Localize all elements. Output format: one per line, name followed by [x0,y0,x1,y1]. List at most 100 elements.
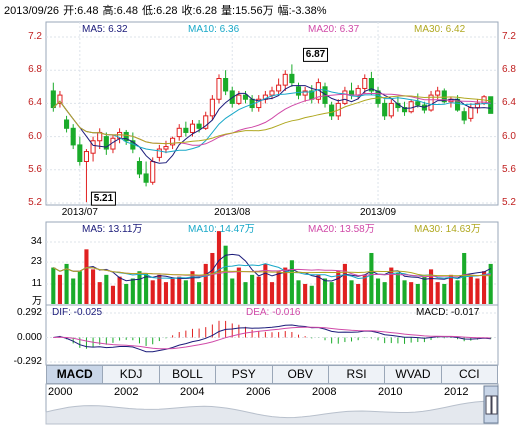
volume-bar [448,274,453,304]
price-y-tick-left: 6.4 [28,97,42,109]
tab-wvad[interactable]: WVAD [385,366,442,383]
range-handle-right[interactable] [491,395,498,415]
candle-body [216,78,222,100]
candle-body [362,78,368,89]
tab-obv[interactable]: OBV [273,366,329,383]
candle-body [196,123,202,129]
candle-body [408,101,414,113]
volume-unit-label: 万 [32,296,42,307]
price-y-tick-right: 7.2 [502,31,516,42]
candle-body [150,161,156,183]
volume-bar [336,271,341,304]
candle-body [156,148,162,158]
candle-body [170,137,176,146]
volume-bar [230,278,235,304]
candle-body [77,144,83,162]
volume-bar [475,278,480,304]
candle-body [329,104,335,117]
change-label: 幅: [277,5,292,17]
tab-cci[interactable]: CCI [458,367,480,381]
year-label: 2006 [246,386,271,398]
volume-bar [91,269,96,304]
volume-bar [57,274,62,304]
tab-psy[interactable]: PSY [216,366,273,383]
volume-bar [462,252,467,304]
candle-body [90,140,96,154]
volume-bar [409,282,414,304]
volume-bar [322,278,328,304]
year-label: 2012 [444,386,469,398]
tab-kdj[interactable]: KDJ [103,366,160,383]
candle-body [236,94,242,104]
price-y-tick-left: 7.2 [28,31,42,42]
candle-body [163,146,169,150]
volume-bar [157,274,162,304]
volume-bar [369,252,374,304]
candle-body [282,73,288,86]
candle-body [143,173,149,183]
volume-bar [110,285,116,304]
volume-bar [342,263,347,304]
price-y-tick-right: 5.6 [502,163,516,175]
candle-body [302,90,308,96]
volume-bar [316,274,321,304]
price-annotation-label: 6.87 [305,49,326,61]
volume-y-tick: 34 [30,236,42,248]
volume-legend-entry: MA30: 14.63万 [414,224,481,235]
volume-bar [488,263,493,304]
candle-body [468,107,474,119]
candle-body [103,136,109,150]
date-tick: 2013/07 [61,207,98,218]
volume-bar [216,231,222,304]
year-label: 2008 [312,386,337,398]
open-label: 开: [63,5,78,17]
volume-value: 15.56万 [235,5,274,17]
volume-bar [203,263,208,304]
price-y-tick-left: 5.6 [28,163,42,175]
macd-y-tick: 0.292 [16,307,42,318]
volume-bar [190,271,195,304]
volume-bar [468,276,473,304]
range-overview-area [45,400,499,425]
candle-body [64,119,70,129]
candle-body [295,86,302,96]
volume-ma-line [53,253,491,282]
macd-y-tick: -0.292 [13,356,42,367]
volume-bar [455,280,460,304]
macd-legend-entry: DIF: -0.025 [52,307,103,318]
tab-rsi[interactable]: RSI [329,366,386,383]
range-handle-left[interactable] [485,395,492,415]
price-ma-line [52,85,491,164]
price-ma-line [52,88,491,153]
price-annotation-box [303,47,329,62]
tab-macd[interactable]: MACD [47,366,104,383]
volume-bar [117,276,122,304]
volume-bar [137,271,142,304]
price-panel-frame [45,21,499,206]
volume-bar [435,282,440,304]
volume-bar [356,283,361,304]
volume-bar [243,282,248,304]
volume-bar [183,280,188,304]
volume-bar [236,267,241,304]
year-label: 2000 [48,386,73,398]
volume-bar [389,267,394,304]
tab-boll[interactable]: BOLL [160,366,217,383]
price-y-tick-left: 5.2 [28,197,42,208]
candle-body [269,90,275,96]
volume-bar [303,283,308,304]
low-label: 低: [142,5,157,17]
candle-body [223,78,229,92]
close-label: 收: [181,5,196,17]
candle-body [83,151,90,162]
volume-ma-line [53,267,491,277]
volume-bar [51,267,56,304]
indicator-tab-bar: MACD KDJ BOLL PSY OBV RSI WVAD CCI [46,365,498,384]
volume-bar [77,271,82,304]
volume-bar [382,282,387,304]
macd-y-tick: 0.000 [16,331,42,343]
volume-bar [130,278,135,304]
high-label: 高: [102,5,117,17]
price-legend-entry: MA10: 6.36 [188,24,240,35]
